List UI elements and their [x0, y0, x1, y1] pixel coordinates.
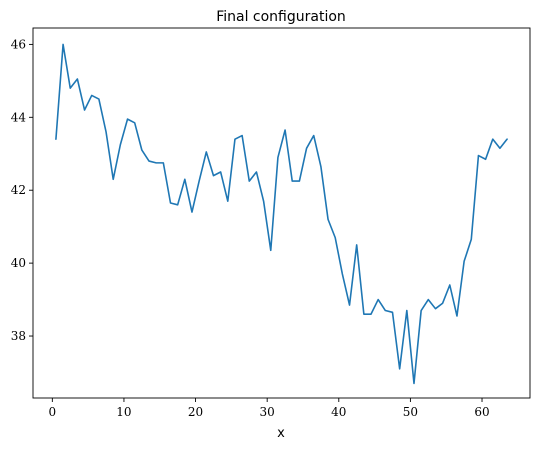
y-tick-label: 44: [11, 110, 27, 124]
x-axis-label: x: [277, 426, 285, 441]
y-tick-label: 40: [11, 256, 26, 270]
x-tick-label: 10: [116, 405, 131, 419]
x-tick-label: 20: [188, 405, 203, 419]
x-tick-label: 30: [260, 405, 275, 419]
x-tick-label: 40: [331, 405, 346, 419]
chart-title: Final configuration: [216, 9, 346, 25]
y-tick-label: 46: [11, 37, 26, 51]
y-tick-label: 42: [11, 183, 26, 197]
y-tick-label: 38: [11, 329, 26, 343]
x-tick-label: 50: [403, 405, 418, 419]
x-tick-label: 0: [49, 405, 57, 419]
x-tick-label: 60: [474, 405, 489, 419]
